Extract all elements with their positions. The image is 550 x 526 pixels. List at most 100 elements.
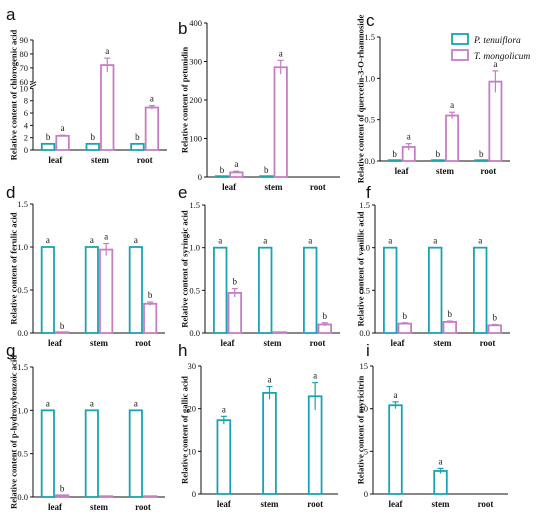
y-tick-label: 1.5 xyxy=(189,200,200,210)
legend-swatch-t-mongolicum xyxy=(451,49,469,61)
y-tick-label: 1.0 xyxy=(189,243,200,253)
y-tick-label: 70 xyxy=(20,63,29,73)
significance-label: b xyxy=(46,132,51,142)
significance-label: b xyxy=(436,149,441,159)
significance-label: b xyxy=(392,149,397,159)
bar xyxy=(445,114,460,162)
x-tick-label: stem xyxy=(434,338,452,348)
bar xyxy=(99,248,114,334)
significance-label: a xyxy=(493,59,497,69)
significance-label: b xyxy=(264,165,269,175)
panel-b: b Relative content of petunidin 0 100 200 300… xyxy=(178,18,340,192)
significance-label: a xyxy=(46,235,50,245)
significance-label: b xyxy=(448,309,453,319)
legend-label-p-tenuiflora: P. tenuiflora xyxy=(473,35,521,46)
bar xyxy=(84,409,99,498)
y-tick-label: 0.5 xyxy=(364,115,375,125)
bar xyxy=(40,409,55,498)
x-tick-label: root xyxy=(135,338,151,348)
significance-label: a xyxy=(407,132,411,142)
x-tick-label: stem xyxy=(261,499,279,509)
bar xyxy=(427,246,443,334)
y-tick-label: 100 xyxy=(189,134,202,144)
panel-letter: h xyxy=(178,341,187,360)
y-tick-label: 80 xyxy=(20,49,29,59)
x-tick-label: stem xyxy=(432,499,450,509)
bar xyxy=(430,159,445,162)
legend: P. tenuiflora T. mongolicum xyxy=(451,33,530,62)
significance-label: b xyxy=(135,132,140,142)
y-tick-label: 1.0 xyxy=(17,405,28,415)
bar xyxy=(262,391,277,495)
bar xyxy=(40,246,55,334)
bar xyxy=(84,246,99,334)
bar xyxy=(212,246,228,334)
y-tick-label: 0.0 xyxy=(189,328,200,338)
y-tick-label: 4 xyxy=(24,120,29,130)
y-tick-label: 90 xyxy=(20,35,29,45)
bar xyxy=(433,470,448,495)
significance-label: b xyxy=(493,312,498,322)
significance-label: a xyxy=(478,236,482,246)
y-axis-label: Relative content of vanillic acid xyxy=(355,211,365,326)
panel-letter: c xyxy=(366,11,375,30)
x-tick-label: leaf xyxy=(221,338,236,348)
y-tick-label: 0.5 xyxy=(17,449,28,459)
bar xyxy=(227,291,243,334)
x-tick-label: stem xyxy=(91,155,109,165)
y-tick-label: 1.5 xyxy=(17,199,28,209)
bar xyxy=(143,302,158,334)
bar xyxy=(55,134,70,151)
x-tick-label: leaf xyxy=(222,182,237,192)
significance-label: a xyxy=(268,374,272,384)
bar xyxy=(40,142,56,151)
x-tick-label: leaf xyxy=(48,502,63,512)
bar xyxy=(128,246,143,334)
y-tick-label: 0 xyxy=(192,489,196,499)
significance-label: b xyxy=(233,277,238,287)
y-tick-label: 1.5 xyxy=(359,200,370,210)
x-tick-label: root xyxy=(310,338,326,348)
y-tick-label: 5 xyxy=(364,446,368,456)
y-axis-label: Relative content of gallic acid xyxy=(179,376,189,484)
bar xyxy=(214,175,230,178)
y-tick-label: 1.5 xyxy=(364,32,375,42)
x-tick-label: stem xyxy=(436,166,454,176)
bar xyxy=(382,246,398,334)
significance-label: b xyxy=(60,483,65,493)
bar xyxy=(216,419,232,495)
significance-label: a xyxy=(134,398,138,408)
x-tick-label: root xyxy=(480,166,496,176)
panel-letter: g xyxy=(6,341,15,360)
significance-label: a xyxy=(150,94,154,104)
bar xyxy=(397,322,413,334)
panel-letter: e xyxy=(178,183,187,202)
significance-label: b xyxy=(148,290,153,300)
significance-label: a xyxy=(388,236,392,246)
bar xyxy=(388,404,403,495)
significance-label: b xyxy=(323,311,328,321)
y-axis-label: Relative content of quercetin-3-O-rhamno… xyxy=(355,15,365,184)
significance-label: a xyxy=(222,404,226,414)
bar xyxy=(55,331,70,334)
significance-label: a xyxy=(450,100,454,110)
y-tick-label: 200 xyxy=(189,95,202,105)
bar xyxy=(128,409,143,498)
y-tick-label: 30 xyxy=(188,361,197,371)
bar xyxy=(55,494,70,498)
y-tick-label: 1.0 xyxy=(359,243,370,253)
y-tick-label: 2 xyxy=(24,133,28,143)
y-tick-label: 0.5 xyxy=(17,285,28,295)
y-axis-label: Relative content of myricitrin xyxy=(355,375,365,484)
panel-letter: d xyxy=(6,183,15,202)
x-tick-label: stem xyxy=(90,502,108,512)
significance-label: b xyxy=(60,321,65,331)
significance-label: a xyxy=(104,232,108,242)
y-tick-label: 0.0 xyxy=(364,156,375,166)
legend-label-t-mongolicum: T. mongolicum xyxy=(474,52,530,62)
significance-label: a xyxy=(433,236,437,246)
x-tick-label: root xyxy=(137,155,153,165)
x-tick-label: root xyxy=(307,499,323,509)
